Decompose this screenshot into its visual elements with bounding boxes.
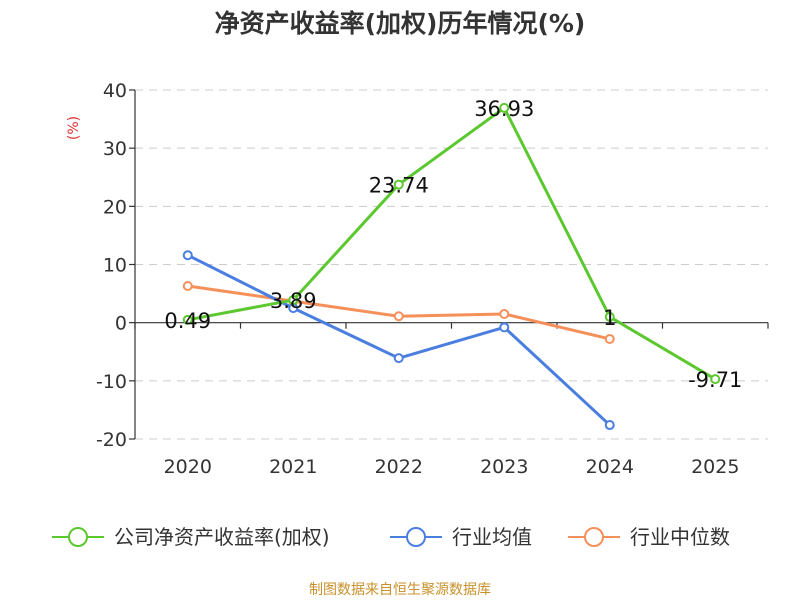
data-point xyxy=(182,281,193,292)
data-point xyxy=(499,102,510,113)
series-line xyxy=(187,106,717,381)
series-line xyxy=(187,253,611,427)
x-tick-label: 2024 xyxy=(586,456,634,478)
y-tick-label: 30 xyxy=(103,138,127,160)
x-tick-label: 2020 xyxy=(164,456,212,478)
legend-label: 公司净资产收益率(加权) xyxy=(114,525,330,549)
chart-title: 净资产收益率(加权)历年情况(%) xyxy=(215,9,586,38)
data-point xyxy=(393,353,404,364)
data-point xyxy=(604,311,615,322)
legend-marker-icon xyxy=(68,527,88,547)
legend-item[interactable]: 行业中位数 xyxy=(568,525,730,549)
data-label: 1 xyxy=(603,306,616,330)
grid-lines xyxy=(135,89,768,440)
y-axis-unit: (%) xyxy=(66,116,82,140)
data-label: -9.71 xyxy=(688,368,742,392)
data-point xyxy=(182,314,193,325)
y-tick-label: -20 xyxy=(96,429,127,451)
data-labels: 0.49 3.89 23.74 36.93 1 -9.71 xyxy=(164,97,742,392)
y-tick-label: 0 xyxy=(115,313,127,335)
legend-marker-icon xyxy=(406,527,426,547)
data-point xyxy=(393,179,404,190)
y-tick-label: 40 xyxy=(103,80,127,102)
data-point xyxy=(393,311,404,322)
legend-item[interactable]: 公司净资产收益率(加权) xyxy=(52,525,330,549)
legend-label: 行业均值 xyxy=(452,525,532,549)
data-label: 36.93 xyxy=(474,97,534,121)
data-point xyxy=(182,250,193,261)
x-tick-label: 2025 xyxy=(691,456,739,478)
x-tick-label: 2022 xyxy=(375,456,423,478)
x-tick-label: 2021 xyxy=(269,456,317,478)
y-tick-label: 20 xyxy=(103,196,127,218)
data-point xyxy=(499,322,510,333)
data-point xyxy=(288,295,299,306)
data-point xyxy=(604,333,615,344)
x-tick-label: 2023 xyxy=(480,456,528,478)
data-label: 0.49 xyxy=(164,309,211,333)
legend-label: 行业中位数 xyxy=(630,525,730,549)
legend-marker-icon xyxy=(584,527,604,547)
data-label: 23.74 xyxy=(369,174,429,198)
axes: 40 30 20 10 0 -10 -20 2020 2021 2022 2023 2024 2025 xyxy=(96,80,769,478)
data-point xyxy=(499,308,510,319)
data-label: 3.89 xyxy=(270,289,317,313)
legend-item[interactable]: 行业均值 xyxy=(390,525,532,549)
legend[interactable]: 公司净资产收益率(加权) 行业均值 行业中位数 xyxy=(52,525,730,549)
y-tick-label: -10 xyxy=(96,371,127,393)
source-note: 制图数据来自恒生聚源数据库 xyxy=(309,582,491,598)
data-point xyxy=(604,420,615,431)
data-point xyxy=(710,374,721,385)
y-tick-label: 10 xyxy=(103,255,127,277)
series-group xyxy=(182,102,721,431)
